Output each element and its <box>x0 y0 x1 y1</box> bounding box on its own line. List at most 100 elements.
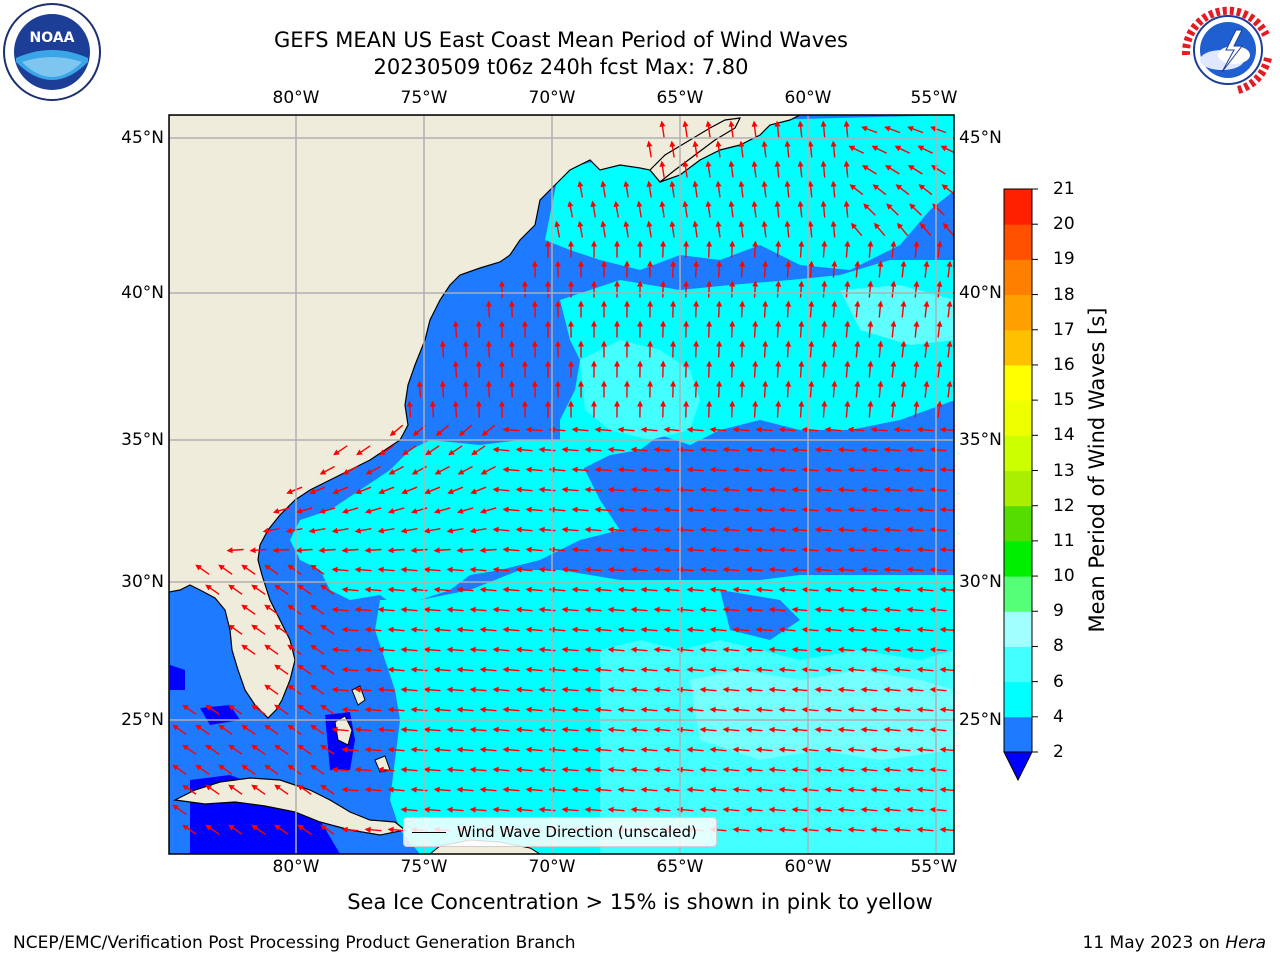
wave-direction-arrowhead <box>584 486 591 493</box>
wave-direction-arrowhead <box>647 380 654 387</box>
lon-tick-bottom-75w: 75°W <box>400 857 448 877</box>
wave-direction-arrowhead <box>341 626 348 633</box>
wave-direction-arrowhead <box>310 564 317 571</box>
wave-direction-arrowhead <box>502 426 509 433</box>
wave-direction-arrowhead <box>798 320 805 327</box>
wave-direction-arrowhead <box>847 666 854 673</box>
wave-direction-arrowhead <box>274 704 281 711</box>
wave-direction-arrowhead <box>341 586 348 593</box>
wave-direction-arrowhead <box>456 586 463 593</box>
wave-direction-arrowhead <box>251 784 258 791</box>
wave-direction-arrowhead <box>906 606 913 613</box>
wave-direction-arrowhead <box>561 726 568 733</box>
wave-direction-arrowhead <box>893 746 900 753</box>
wave-direction-arrowhead <box>854 260 861 267</box>
wave-direction-arrowhead <box>893 706 900 713</box>
wave-direction-arrowhead <box>848 145 856 152</box>
wave-direction-arrowhead <box>683 320 690 327</box>
wave-direction-arrowhead <box>377 606 384 613</box>
wave-direction-arrowhead <box>929 566 936 573</box>
wave-direction-arrowhead <box>485 380 492 387</box>
wave-direction-arrowhead <box>377 686 384 693</box>
colorbar-tick-label: 13 <box>1053 460 1075 481</box>
wave-direction-arrowhead <box>709 666 716 673</box>
wave-direction-arrowhead <box>287 684 294 691</box>
wave-direction-arrowhead <box>942 222 949 230</box>
wave-direction-arrowhead <box>544 400 551 407</box>
wave-direction-arrowhead <box>867 400 874 407</box>
colorbar-extend-triangle <box>1003 751 1033 782</box>
wave-direction-arrowhead <box>870 666 877 673</box>
wave-direction-arrowhead <box>433 746 440 753</box>
wave-direction-arrowhead <box>861 126 868 132</box>
wave-direction-arrowhead <box>341 547 348 554</box>
producer-credit: NCEP/EMC/Verification Post Processing Pr… <box>13 933 576 953</box>
wave-direction-arrowhead <box>916 666 923 673</box>
wave-direction-arrowhead <box>837 486 844 493</box>
wave-direction-arrowhead <box>310 684 317 691</box>
wave-direction-arrowhead <box>470 488 477 495</box>
wave-direction-arrowhead <box>531 380 538 387</box>
wave-direction-arrowhead <box>663 706 670 713</box>
wave-direction-arrowhead <box>331 606 338 613</box>
wave-direction-arrowhead <box>640 586 647 593</box>
graticule <box>169 115 954 854</box>
lat-tick-right-40n: 40°N <box>959 283 1002 303</box>
wave-direction-arrowhead <box>729 280 736 287</box>
wave-direction-arrowhead <box>939 586 946 593</box>
wave-direction-arrowhead <box>906 686 913 693</box>
wave-direction-arrowhead <box>682 120 689 127</box>
wave-direction-arrowhead <box>607 446 614 453</box>
wave-direction-arrowhead <box>388 469 396 475</box>
wave-direction-arrowhead <box>205 704 212 711</box>
wave-direction-arrowhead <box>844 400 851 407</box>
wave-direction-arrowhead <box>640 426 647 433</box>
wave-direction-arrowhead <box>492 686 499 693</box>
map-legend: Wind Wave Direction (unscaled) <box>403 817 717 847</box>
wave-direction-arrowhead <box>705 200 712 207</box>
wave-direction-arrowhead <box>364 746 371 753</box>
lon-tick-bottom-65w: 65°W <box>656 857 704 877</box>
wave-direction-arrowhead <box>653 646 660 653</box>
wave-direction-arrowhead <box>448 449 455 456</box>
wave-direction-arrowhead <box>228 704 235 711</box>
wave-direction-arrowhead <box>824 546 831 553</box>
wave-direction-arrowhead <box>692 140 699 147</box>
wave-direction-arrowhead <box>653 566 660 573</box>
wave-direction-arrowhead <box>919 222 926 230</box>
wave-direction-arrowhead <box>821 400 828 407</box>
wave-direction-arrowhead <box>755 626 762 633</box>
wave-direction-arrowhead <box>241 564 248 571</box>
colorbar-segment <box>1004 224 1032 260</box>
wave-direction-arrowhead <box>354 686 361 693</box>
wave-direction-arrowhead <box>617 626 624 633</box>
wave-direction-arrowhead <box>423 686 430 693</box>
wave-direction-arrowhead <box>423 527 431 534</box>
wave-direction-arrowhead <box>446 766 453 773</box>
wave-direction-arrowhead <box>830 140 837 147</box>
wave-direction-arrowhead <box>554 380 561 387</box>
wave-direction-arrowhead <box>906 646 913 653</box>
wave-direction-arrowhead <box>295 508 303 514</box>
wave-direction-arrowhead <box>916 546 923 553</box>
wave-direction-arrowhead <box>617 746 624 753</box>
wave-direction-arrowhead <box>600 220 607 228</box>
wave-direction-arrowhead <box>847 586 854 593</box>
wave-direction-arrowhead <box>860 486 867 493</box>
colorbar-segment <box>1004 400 1032 436</box>
wave-direction-arrowhead <box>705 120 712 127</box>
wave-direction-arrowhead <box>469 726 476 733</box>
wave-direction-arrowhead <box>591 320 597 327</box>
wave-direction-arrowhead <box>568 280 574 287</box>
wave-direction-arrowhead <box>364 666 371 673</box>
wave-direction-arrowhead <box>939 546 946 553</box>
wave-direction-arrowhead <box>341 826 348 833</box>
wave-direction-arrowhead <box>732 666 739 673</box>
wave-direction-arrowhead <box>706 360 713 367</box>
wave-direction-arrowhead <box>814 486 821 493</box>
wave-direction-arrowhead <box>686 666 693 673</box>
wave-direction-arrowhead <box>791 726 798 733</box>
wave-direction-arrowhead <box>824 426 831 433</box>
wave-direction-arrowhead <box>775 240 782 247</box>
wave-direction-arrowhead <box>653 526 660 533</box>
